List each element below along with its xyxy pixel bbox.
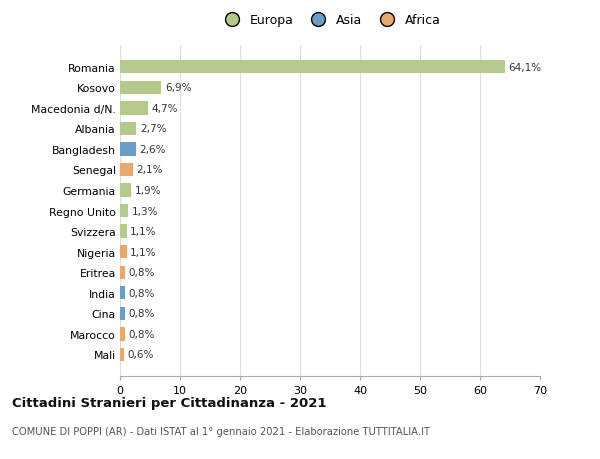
- Bar: [120, 184, 131, 197]
- Bar: [120, 266, 125, 280]
- Bar: [120, 348, 124, 361]
- Bar: [120, 81, 161, 95]
- Text: 6,9%: 6,9%: [165, 83, 191, 93]
- Text: 2,7%: 2,7%: [140, 124, 166, 134]
- Text: Cittadini Stranieri per Cittadinanza - 2021: Cittadini Stranieri per Cittadinanza - 2…: [12, 396, 326, 409]
- Text: 2,1%: 2,1%: [136, 165, 163, 175]
- Bar: [120, 286, 125, 300]
- Text: 0,8%: 0,8%: [128, 268, 155, 278]
- Bar: [120, 163, 133, 177]
- Text: 1,9%: 1,9%: [135, 185, 161, 196]
- Bar: [120, 225, 127, 238]
- Legend: Europa, Asia, Africa: Europa, Asia, Africa: [215, 9, 445, 32]
- Bar: [120, 328, 125, 341]
- Bar: [120, 246, 127, 259]
- Text: 1,1%: 1,1%: [130, 247, 157, 257]
- Text: 1,3%: 1,3%: [131, 206, 158, 216]
- Text: 1,1%: 1,1%: [130, 227, 157, 237]
- Bar: [120, 123, 136, 136]
- Text: 64,1%: 64,1%: [508, 62, 541, 73]
- Bar: [120, 102, 148, 115]
- Text: 0,8%: 0,8%: [128, 309, 155, 319]
- Text: 0,8%: 0,8%: [128, 329, 155, 339]
- Bar: [120, 307, 125, 320]
- Bar: [120, 204, 128, 218]
- Text: 2,6%: 2,6%: [139, 145, 166, 155]
- Text: 0,8%: 0,8%: [128, 288, 155, 298]
- Text: COMUNE DI POPPI (AR) - Dati ISTAT al 1° gennaio 2021 - Elaborazione TUTTITALIA.I: COMUNE DI POPPI (AR) - Dati ISTAT al 1° …: [12, 426, 430, 436]
- Text: 4,7%: 4,7%: [152, 104, 178, 113]
- Text: 0,6%: 0,6%: [127, 350, 154, 360]
- Bar: [120, 143, 136, 156]
- Bar: [120, 61, 505, 74]
